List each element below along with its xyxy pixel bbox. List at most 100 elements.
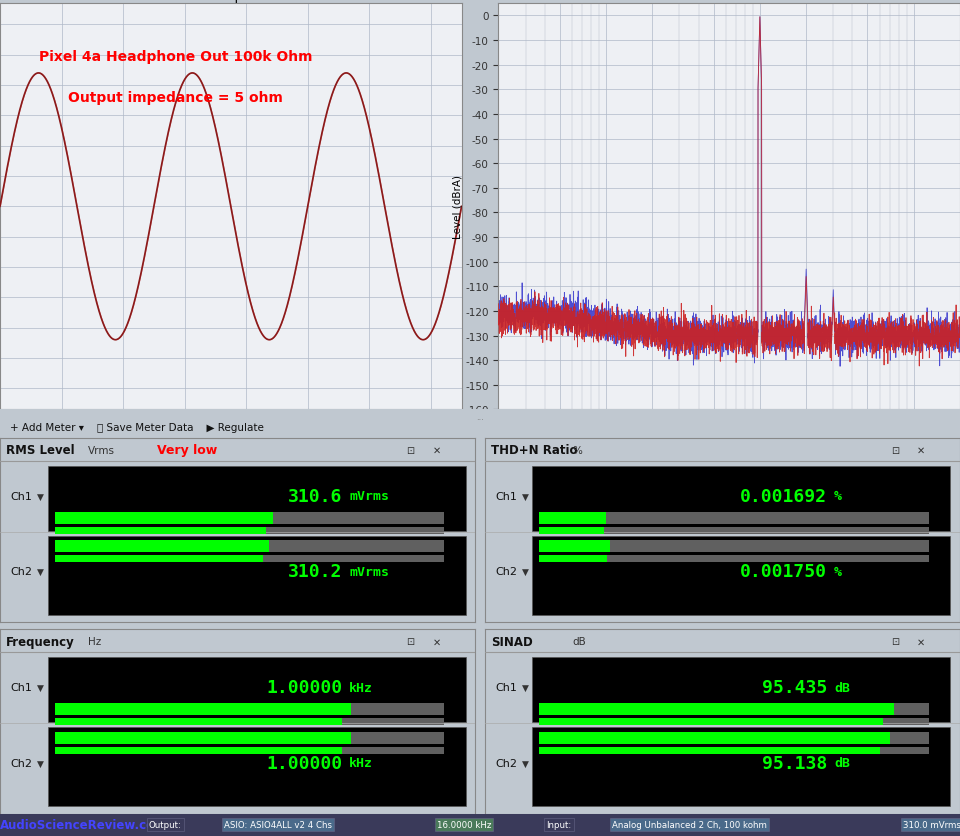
FancyBboxPatch shape xyxy=(55,703,444,716)
Text: ⊡: ⊡ xyxy=(891,637,900,647)
FancyBboxPatch shape xyxy=(540,512,929,524)
Text: ✕: ✕ xyxy=(432,637,441,647)
Text: ▼: ▼ xyxy=(36,492,44,501)
Text: 1.00000: 1.00000 xyxy=(266,679,342,696)
FancyBboxPatch shape xyxy=(55,540,269,553)
Text: ▼: ▼ xyxy=(36,683,44,692)
Text: 95.435: 95.435 xyxy=(761,679,827,696)
Text: + Add Meter ▾    ⎙ Save Meter Data    ▶ Regulate: + Add Meter ▾ ⎙ Save Meter Data ▶ Regula… xyxy=(10,422,263,432)
FancyBboxPatch shape xyxy=(540,540,610,553)
Text: dB: dB xyxy=(834,681,850,694)
Text: ⊡: ⊡ xyxy=(891,446,900,456)
Text: %: % xyxy=(573,446,583,456)
FancyBboxPatch shape xyxy=(540,747,879,754)
FancyBboxPatch shape xyxy=(48,536,466,615)
Text: mVrms: mVrms xyxy=(349,490,390,502)
FancyBboxPatch shape xyxy=(55,512,273,524)
Text: ✕: ✕ xyxy=(917,446,925,456)
Text: ...: ... xyxy=(476,412,484,421)
Text: ⊡: ⊡ xyxy=(406,637,415,647)
FancyBboxPatch shape xyxy=(540,540,929,553)
Text: 1.00000: 1.00000 xyxy=(266,754,342,772)
FancyBboxPatch shape xyxy=(55,703,350,716)
Text: ▼: ▼ xyxy=(36,758,44,767)
Text: 310.6: 310.6 xyxy=(288,487,342,505)
FancyBboxPatch shape xyxy=(485,438,960,461)
Text: ▼: ▼ xyxy=(36,568,44,576)
Text: ✕: ✕ xyxy=(917,637,925,647)
Text: AudioScienceReview.com: AudioScienceReview.com xyxy=(0,818,167,831)
Text: 0.001692: 0.001692 xyxy=(740,487,827,505)
Text: kHz: kHz xyxy=(349,681,373,694)
Text: ▼: ▼ xyxy=(521,492,529,501)
Text: kHz: kHz xyxy=(349,757,373,770)
FancyBboxPatch shape xyxy=(55,732,350,744)
FancyBboxPatch shape xyxy=(540,732,890,744)
FancyBboxPatch shape xyxy=(540,527,929,534)
Text: Ch1: Ch1 xyxy=(11,683,33,693)
FancyBboxPatch shape xyxy=(540,732,929,744)
Text: Ch2: Ch2 xyxy=(495,567,517,577)
Text: %: % xyxy=(834,565,842,579)
FancyBboxPatch shape xyxy=(532,727,950,807)
Text: SINAD: SINAD xyxy=(491,635,533,648)
X-axis label: Frequency (Hz): Frequency (Hz) xyxy=(690,431,768,441)
Text: %: % xyxy=(834,490,842,502)
Text: dB: dB xyxy=(834,757,850,770)
Text: ✕: ✕ xyxy=(432,446,441,456)
FancyBboxPatch shape xyxy=(540,703,894,716)
FancyBboxPatch shape xyxy=(55,540,444,553)
Text: RMS Level: RMS Level xyxy=(6,444,75,456)
Text: Very low: Very low xyxy=(156,444,217,456)
FancyBboxPatch shape xyxy=(532,536,950,615)
Text: Pixel 4a Headphone Out 100k Ohm: Pixel 4a Headphone Out 100k Ohm xyxy=(38,50,312,64)
Y-axis label: Level (dBrA): Level (dBrA) xyxy=(452,175,463,239)
FancyBboxPatch shape xyxy=(55,732,444,744)
Text: Ch2: Ch2 xyxy=(11,758,33,768)
Text: ⊡: ⊡ xyxy=(406,446,415,456)
Title: FFT: FFT xyxy=(718,0,740,3)
Text: Output impedance = 5 ohm: Output impedance = 5 ohm xyxy=(68,90,283,104)
Text: Ch1: Ch1 xyxy=(495,683,517,693)
Text: 16.0000 kHz: 16.0000 kHz xyxy=(437,820,492,829)
FancyBboxPatch shape xyxy=(540,556,608,563)
Text: 310.2: 310.2 xyxy=(288,563,342,581)
FancyBboxPatch shape xyxy=(48,727,466,807)
Text: ▼: ▼ xyxy=(521,568,529,576)
FancyBboxPatch shape xyxy=(532,466,950,531)
Text: 95.138: 95.138 xyxy=(761,754,827,772)
FancyBboxPatch shape xyxy=(485,630,960,653)
Text: Vrms: Vrms xyxy=(88,446,115,456)
FancyBboxPatch shape xyxy=(540,527,604,534)
FancyBboxPatch shape xyxy=(540,512,606,524)
Text: ASIO: ASIO4ALL v2 4 Chs: ASIO: ASIO4ALL v2 4 Chs xyxy=(224,820,331,829)
Text: Frequency: Frequency xyxy=(6,635,75,648)
FancyBboxPatch shape xyxy=(0,630,475,653)
FancyBboxPatch shape xyxy=(55,512,444,524)
FancyBboxPatch shape xyxy=(540,718,883,726)
Text: Output:: Output: xyxy=(149,820,181,829)
FancyBboxPatch shape xyxy=(55,747,342,754)
Title: Scope: Scope xyxy=(211,0,250,3)
Text: 310.0 mVrms: 310.0 mVrms xyxy=(903,820,960,829)
FancyBboxPatch shape xyxy=(55,527,444,534)
Text: Hz: Hz xyxy=(88,637,101,647)
Text: Input:: Input: xyxy=(546,820,571,829)
FancyBboxPatch shape xyxy=(540,718,929,726)
Text: Ch1: Ch1 xyxy=(495,492,517,502)
FancyBboxPatch shape xyxy=(540,556,929,563)
FancyBboxPatch shape xyxy=(55,718,444,726)
FancyBboxPatch shape xyxy=(0,438,475,461)
Text: ▼: ▼ xyxy=(521,758,529,767)
FancyBboxPatch shape xyxy=(540,703,929,716)
FancyBboxPatch shape xyxy=(55,718,342,726)
FancyBboxPatch shape xyxy=(532,657,950,722)
Text: dB: dB xyxy=(573,637,587,647)
Text: ▼: ▼ xyxy=(521,683,529,692)
Text: THD+N Ratio: THD+N Ratio xyxy=(491,444,577,456)
FancyBboxPatch shape xyxy=(55,556,263,563)
FancyBboxPatch shape xyxy=(48,466,466,531)
Text: Ch2: Ch2 xyxy=(11,567,33,577)
FancyBboxPatch shape xyxy=(55,556,444,563)
FancyBboxPatch shape xyxy=(48,657,466,722)
